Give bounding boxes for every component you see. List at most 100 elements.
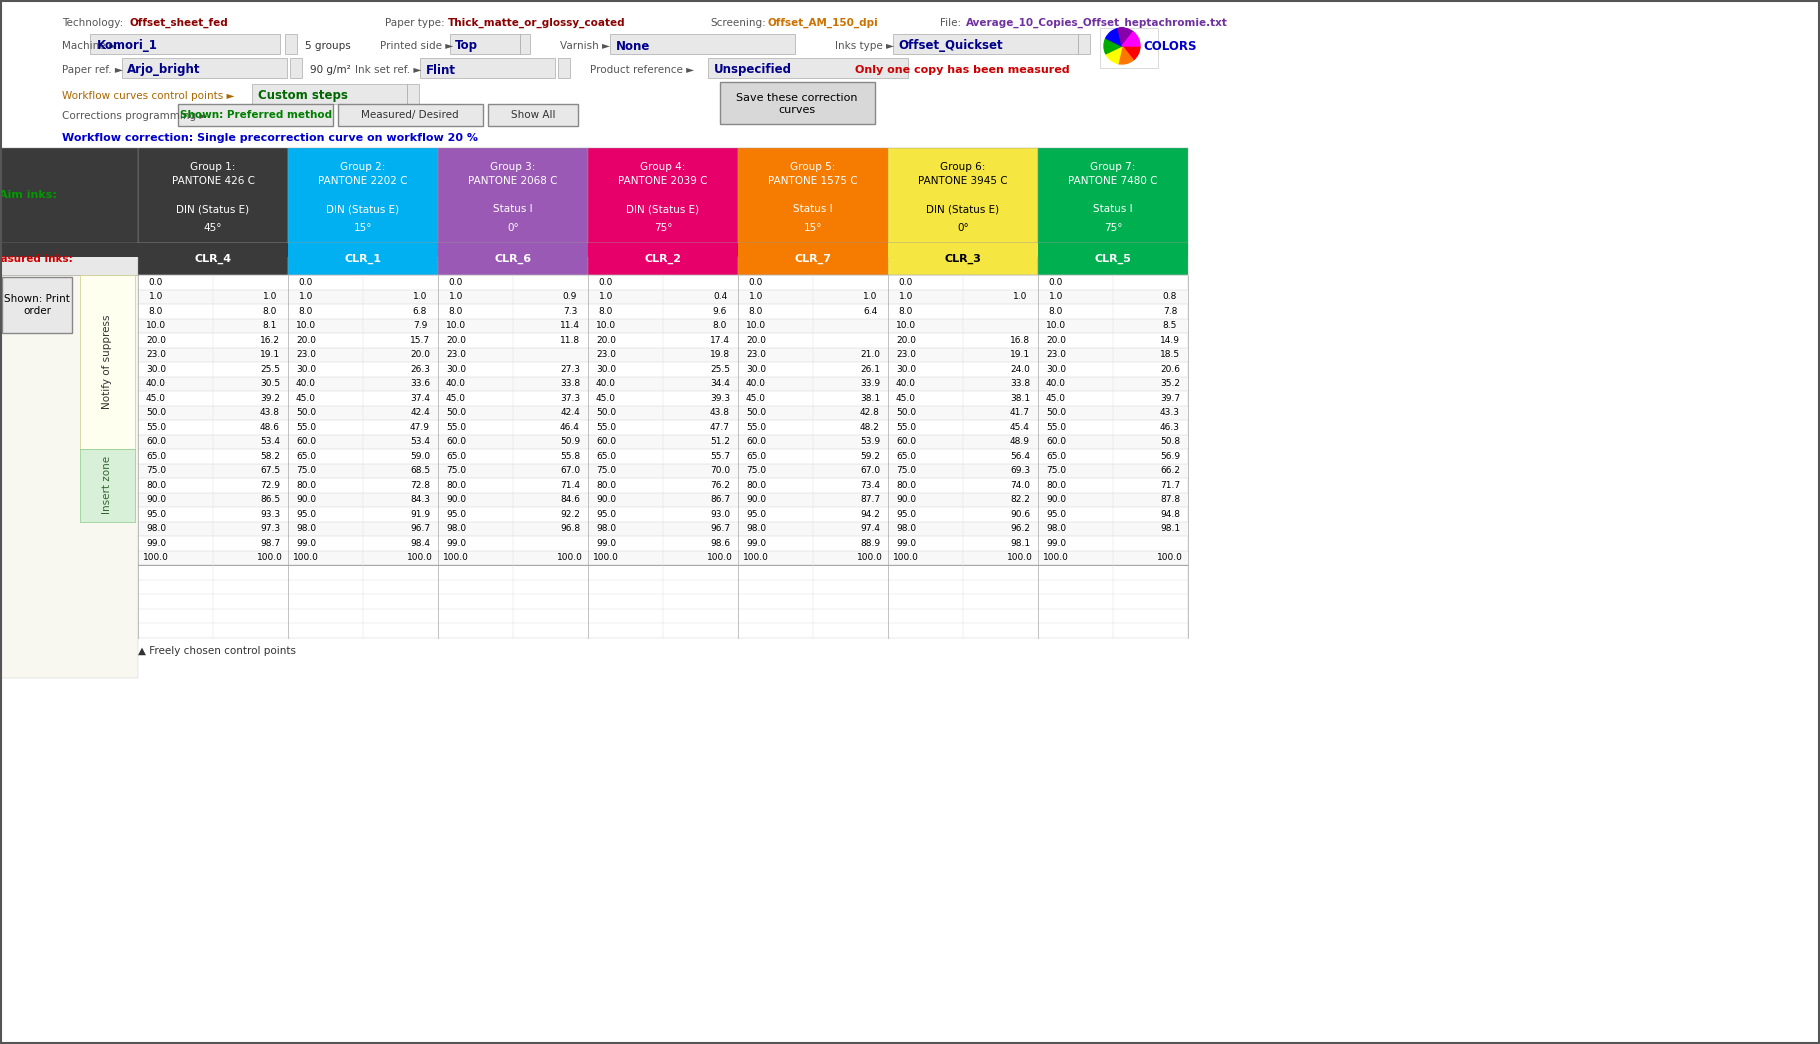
Text: 100.0: 100.0 bbox=[144, 553, 169, 563]
Text: 20.0: 20.0 bbox=[1046, 336, 1067, 345]
Text: 0.0: 0.0 bbox=[599, 278, 613, 287]
Text: 96.2: 96.2 bbox=[1010, 524, 1030, 533]
Text: 55.7: 55.7 bbox=[710, 452, 730, 460]
Bar bbox=[138, 522, 1188, 536]
Text: 93.3: 93.3 bbox=[260, 509, 280, 519]
Text: CLR_4: CLR_4 bbox=[195, 254, 231, 264]
Text: 42.4: 42.4 bbox=[561, 408, 581, 418]
Text: 65.0: 65.0 bbox=[595, 452, 615, 460]
Text: 39.2: 39.2 bbox=[260, 394, 280, 403]
Text: 10.0: 10.0 bbox=[1046, 322, 1067, 330]
Text: 55.0: 55.0 bbox=[146, 423, 166, 432]
Text: DIN (Status E): DIN (Status E) bbox=[326, 204, 400, 214]
Text: 23.0: 23.0 bbox=[446, 350, 466, 359]
Wedge shape bbox=[1117, 28, 1134, 46]
Wedge shape bbox=[1107, 46, 1121, 64]
Bar bbox=[138, 275, 1188, 565]
Text: Aim inks:: Aim inks: bbox=[0, 190, 56, 200]
Text: 97.4: 97.4 bbox=[861, 524, 881, 533]
Text: 75.0: 75.0 bbox=[1046, 467, 1067, 475]
Bar bbox=[721, 82, 875, 124]
Bar bbox=[339, 104, 482, 126]
Bar bbox=[888, 243, 1037, 257]
Text: 53.4: 53.4 bbox=[260, 437, 280, 446]
Text: COLORS: COLORS bbox=[1143, 40, 1196, 52]
Text: 8.0: 8.0 bbox=[262, 307, 277, 315]
Bar bbox=[559, 58, 570, 78]
Text: 40.0: 40.0 bbox=[446, 379, 466, 388]
Text: 86.5: 86.5 bbox=[260, 495, 280, 504]
Text: PANTONE 2039 C: PANTONE 2039 C bbox=[619, 176, 708, 186]
Text: 0.8: 0.8 bbox=[1163, 292, 1178, 302]
Text: 100.0: 100.0 bbox=[257, 553, 282, 563]
Text: 33.8: 33.8 bbox=[561, 379, 581, 388]
Text: 55.0: 55.0 bbox=[895, 423, 915, 432]
Text: 14.9: 14.9 bbox=[1159, 336, 1179, 345]
Text: 45.0: 45.0 bbox=[1046, 394, 1067, 403]
Text: 67.0: 67.0 bbox=[859, 467, 881, 475]
Text: 100.0: 100.0 bbox=[894, 553, 919, 563]
Text: 98.0: 98.0 bbox=[595, 524, 615, 533]
Text: Workflow curves control points ►: Workflow curves control points ► bbox=[62, 91, 235, 101]
Text: 95.0: 95.0 bbox=[746, 509, 766, 519]
Text: 8.0: 8.0 bbox=[713, 322, 728, 330]
Text: 50.0: 50.0 bbox=[297, 408, 317, 418]
Text: 5 groups: 5 groups bbox=[306, 41, 351, 51]
Text: PANTONE 1575 C: PANTONE 1575 C bbox=[768, 176, 857, 186]
Text: 7.9: 7.9 bbox=[413, 322, 428, 330]
Bar bbox=[138, 289, 1188, 304]
Text: Insert zone: Insert zone bbox=[102, 456, 113, 515]
Bar bbox=[138, 434, 1188, 449]
Text: 98.0: 98.0 bbox=[895, 524, 915, 533]
Text: 43.8: 43.8 bbox=[710, 408, 730, 418]
Text: 20.0: 20.0 bbox=[410, 350, 430, 359]
Wedge shape bbox=[1105, 39, 1121, 54]
Text: 37.3: 37.3 bbox=[561, 394, 581, 403]
Text: 11.8: 11.8 bbox=[561, 336, 581, 345]
Text: PANTONE 3945 C: PANTONE 3945 C bbox=[917, 176, 1008, 186]
Text: 71.4: 71.4 bbox=[561, 480, 581, 490]
Text: 20.6: 20.6 bbox=[1159, 364, 1179, 374]
Text: 55.0: 55.0 bbox=[746, 423, 766, 432]
Text: 8.0: 8.0 bbox=[599, 307, 613, 315]
Text: 75.0: 75.0 bbox=[297, 467, 317, 475]
Text: 16.2: 16.2 bbox=[260, 336, 280, 345]
Text: 30.0: 30.0 bbox=[1046, 364, 1067, 374]
Text: Ink set ref. ►: Ink set ref. ► bbox=[355, 65, 422, 75]
Text: 60.0: 60.0 bbox=[446, 437, 466, 446]
Text: Product reference ►: Product reference ► bbox=[590, 65, 693, 75]
Text: Save these correction
curves: Save these correction curves bbox=[737, 93, 857, 115]
Bar bbox=[588, 243, 737, 275]
Text: 56.9: 56.9 bbox=[1159, 452, 1179, 460]
Text: 1.0: 1.0 bbox=[599, 292, 613, 302]
Text: 80.0: 80.0 bbox=[146, 480, 166, 490]
Text: 23.0: 23.0 bbox=[1046, 350, 1067, 359]
Text: Paper ref. ►: Paper ref. ► bbox=[62, 65, 124, 75]
Text: 99.0: 99.0 bbox=[595, 539, 615, 548]
Text: PANTONE 426 C: PANTONE 426 C bbox=[171, 176, 255, 186]
Bar bbox=[138, 318, 1188, 333]
Text: 75.0: 75.0 bbox=[595, 467, 615, 475]
Text: 10.0: 10.0 bbox=[297, 322, 317, 330]
Text: 1.0: 1.0 bbox=[863, 292, 877, 302]
Text: 94.2: 94.2 bbox=[861, 509, 879, 519]
Bar bbox=[0, 148, 138, 243]
Bar bbox=[588, 243, 737, 257]
Text: 43.8: 43.8 bbox=[260, 408, 280, 418]
Text: 82.2: 82.2 bbox=[1010, 495, 1030, 504]
Text: Varnish ►: Varnish ► bbox=[561, 41, 610, 51]
Text: 20.0: 20.0 bbox=[446, 336, 466, 345]
Text: Arjo_bright: Arjo_bright bbox=[127, 64, 200, 76]
Text: 67.0: 67.0 bbox=[561, 467, 581, 475]
Text: 75.0: 75.0 bbox=[746, 467, 766, 475]
Text: 84.3: 84.3 bbox=[410, 495, 430, 504]
Text: 7.8: 7.8 bbox=[1163, 307, 1178, 315]
Text: 66.2: 66.2 bbox=[1159, 467, 1179, 475]
Text: 18.5: 18.5 bbox=[1159, 350, 1179, 359]
Text: 68.5: 68.5 bbox=[410, 467, 430, 475]
Bar bbox=[610, 34, 795, 54]
Text: 39.7: 39.7 bbox=[1159, 394, 1179, 403]
Text: 55.0: 55.0 bbox=[595, 423, 615, 432]
Text: 30.5: 30.5 bbox=[260, 379, 280, 388]
Text: 33.9: 33.9 bbox=[859, 379, 881, 388]
